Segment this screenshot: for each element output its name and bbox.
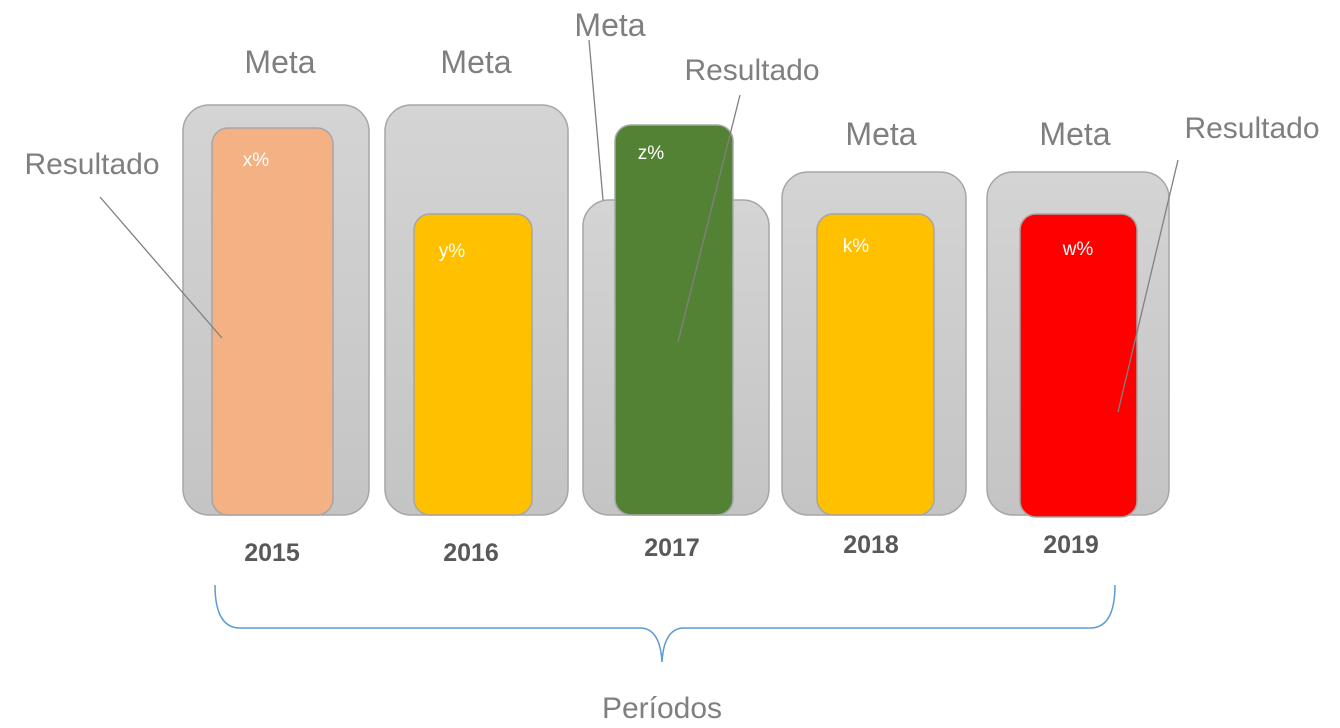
result-label: k% [843, 236, 870, 257]
meta-label: Meta [244, 44, 315, 80]
meta-label: Meta [845, 116, 916, 152]
leader-line [99, 196, 223, 339]
result-label: w% [1062, 239, 1094, 260]
meta-label: Meta [440, 44, 511, 80]
year-label: 2015 [244, 539, 300, 567]
brace-label: Períodos [602, 692, 722, 725]
callout-label: Resultado [684, 54, 819, 87]
year-label: 2019 [1043, 531, 1099, 559]
callout-label: Resultado [24, 148, 159, 181]
leader-line [677, 94, 741, 343]
result-label: x% [243, 150, 270, 171]
year-label: 2018 [843, 531, 899, 559]
leader-line [1117, 159, 1179, 413]
result-box [614, 124, 734, 516]
meta-label: Meta [1039, 116, 1110, 152]
leader-line [588, 39, 604, 201]
year-label: 2016 [443, 539, 499, 567]
result-box [211, 127, 334, 516]
result-label: z% [638, 143, 665, 164]
result-label: y% [439, 241, 466, 262]
result-box [413, 213, 533, 516]
callout-label: Resultado [1184, 112, 1319, 145]
brace [214, 584, 1116, 663]
result-box [1019, 213, 1138, 518]
year-label: 2017 [644, 534, 700, 562]
meta-label: Meta [574, 7, 645, 43]
result-box [816, 213, 935, 516]
